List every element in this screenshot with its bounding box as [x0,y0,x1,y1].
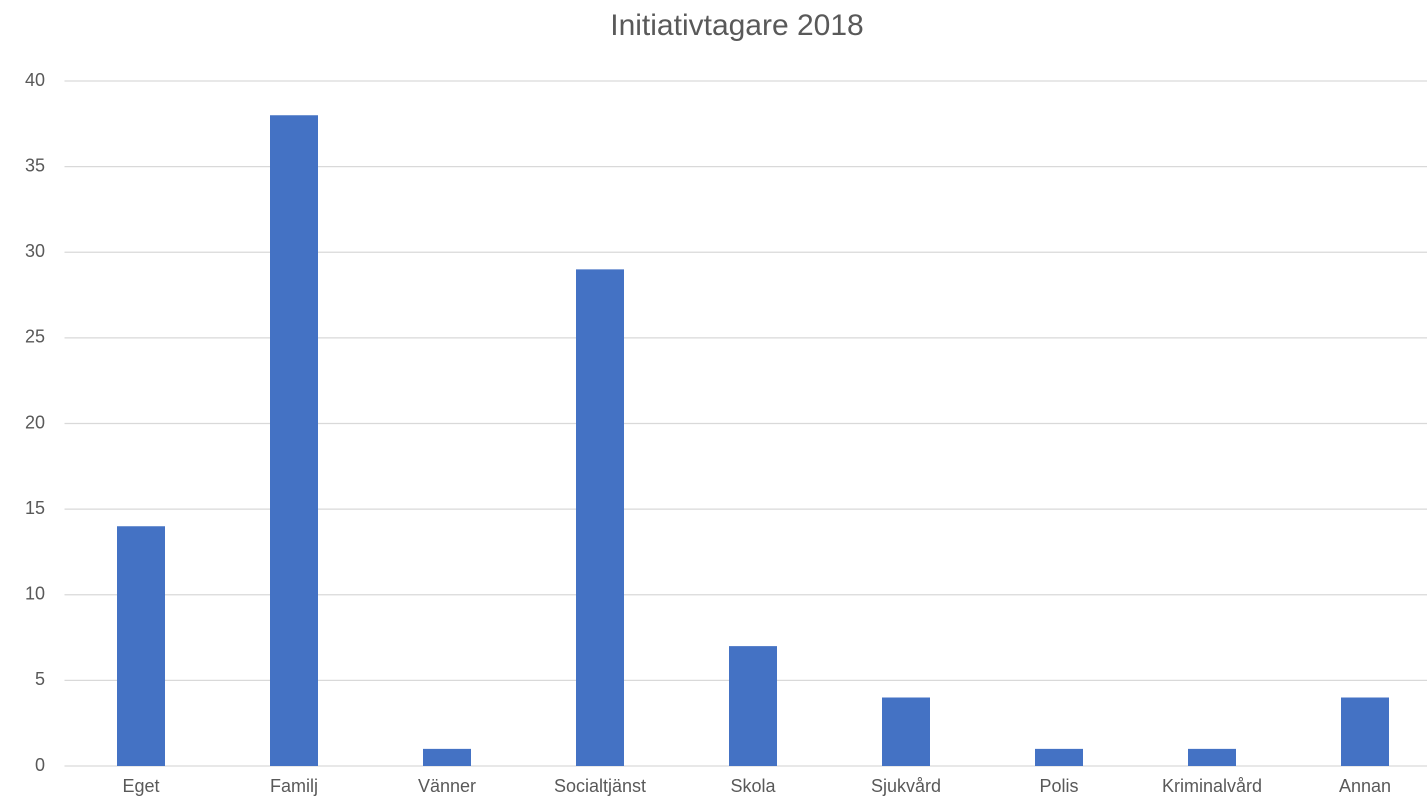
bar [1341,697,1389,766]
y-tick-label: 10 [25,584,45,604]
bar [729,646,777,766]
bar [423,748,471,766]
x-tick-label: Polis [1039,776,1078,796]
x-tick-label: Annan [1339,776,1391,796]
x-tick-label: Vänner [418,776,476,796]
bar [117,526,165,766]
bar [1035,748,1083,766]
x-tick-label: Familj [270,776,318,796]
x-tick-label: Kriminalvård [1162,776,1262,796]
x-tick-label: Socialtjänst [554,776,646,796]
bar [270,115,318,766]
y-tick-label: 40 [25,70,45,90]
chart-title: Initiativtagare 2018 [610,9,864,42]
y-tick-label: 25 [25,327,45,347]
y-tick-label: 15 [25,498,45,518]
y-tick-label: 35 [25,155,45,175]
x-tick-label: Eget [122,776,159,796]
bar [1188,748,1236,766]
y-tick-label: 5 [35,669,45,689]
y-tick-label: 0 [35,755,45,775]
y-tick-label: 20 [25,412,45,432]
x-tick-label: Sjukvård [871,776,941,796]
bar [576,269,624,766]
x-tick-label: Skola [730,776,776,796]
bar [882,697,930,766]
y-tick-label: 30 [25,241,45,261]
